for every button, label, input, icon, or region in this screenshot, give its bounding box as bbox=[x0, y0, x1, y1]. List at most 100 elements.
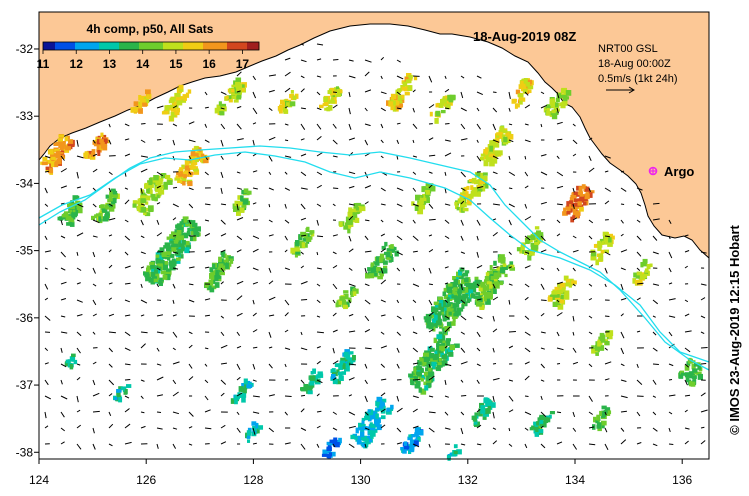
current-arrow bbox=[108, 234, 113, 237]
sst-cell bbox=[120, 386, 125, 390]
sst-cell bbox=[409, 439, 416, 444]
current-arrow bbox=[236, 392, 243, 397]
sst-cell bbox=[471, 187, 478, 193]
current-arrow bbox=[476, 107, 480, 112]
sst-cell bbox=[327, 90, 332, 95]
sst-cell bbox=[318, 373, 324, 378]
argo-marker[interactable] bbox=[648, 166, 658, 176]
sst-cell bbox=[549, 411, 555, 415]
sst-cell bbox=[91, 215, 96, 221]
current-arrow bbox=[92, 313, 97, 317]
sst-cell bbox=[243, 188, 249, 194]
current-arrow bbox=[364, 267, 367, 274]
current-arrow bbox=[524, 155, 527, 160]
current-arrow bbox=[524, 347, 531, 353]
sst-cell bbox=[163, 261, 168, 266]
sst-cell bbox=[578, 206, 584, 212]
current-arrow bbox=[652, 347, 658, 352]
current-arrow bbox=[252, 281, 258, 285]
current-arrow bbox=[236, 138, 244, 141]
sst-cell bbox=[632, 278, 637, 284]
current-arrow bbox=[348, 235, 352, 242]
current-arrow bbox=[172, 203, 179, 208]
current-arrow bbox=[396, 363, 400, 369]
current-arrow bbox=[284, 87, 291, 93]
sst-cell bbox=[109, 191, 114, 197]
sst-cell bbox=[483, 408, 488, 415]
colorbar-cell bbox=[59, 42, 64, 50]
sst-cell bbox=[326, 106, 331, 112]
sst-cell bbox=[40, 161, 44, 165]
current-arrow bbox=[476, 315, 483, 319]
current-arrow bbox=[92, 267, 96, 274]
sst-cell bbox=[692, 368, 698, 373]
sst-cell bbox=[589, 192, 593, 198]
current-arrow bbox=[220, 315, 225, 319]
sst-cell bbox=[174, 110, 180, 116]
current-arrow bbox=[204, 106, 209, 109]
sst-cell bbox=[422, 193, 427, 200]
sst-cell bbox=[389, 254, 393, 259]
sst-cell bbox=[176, 230, 182, 235]
sst-cell bbox=[437, 311, 442, 316]
sst-cell bbox=[208, 279, 214, 286]
sst-cell bbox=[415, 194, 421, 201]
current-arrow bbox=[76, 424, 82, 429]
current-arrow bbox=[540, 249, 547, 253]
sst-cell bbox=[347, 358, 353, 362]
current-arrow bbox=[284, 312, 289, 317]
sst-cell bbox=[441, 355, 448, 360]
sst-cell bbox=[445, 339, 449, 344]
current-arrow bbox=[556, 155, 560, 160]
sst-cell bbox=[432, 359, 438, 363]
sst-cell bbox=[351, 209, 357, 213]
current-arrow bbox=[140, 187, 143, 194]
sst-cell bbox=[376, 266, 382, 272]
current-arrow bbox=[556, 299, 560, 303]
current-arrow bbox=[76, 299, 83, 303]
current-arrow bbox=[508, 299, 511, 305]
sst-cell bbox=[343, 225, 349, 230]
current-arrow bbox=[188, 331, 193, 335]
sst-cell bbox=[289, 101, 296, 107]
current-arrow bbox=[572, 427, 577, 432]
current-arrow bbox=[60, 298, 67, 301]
sst-cell bbox=[480, 405, 486, 411]
sst-cell bbox=[453, 343, 460, 348]
current-arrow bbox=[44, 203, 49, 207]
current-arrow bbox=[92, 410, 100, 413]
colorbar-cell bbox=[179, 42, 184, 50]
current-arrow bbox=[124, 123, 130, 127]
sst-cell bbox=[386, 252, 391, 258]
sst-cell bbox=[460, 203, 464, 209]
current-arrow bbox=[364, 347, 372, 350]
sst-cell bbox=[186, 231, 191, 237]
current-arrow bbox=[188, 219, 192, 225]
sst-cell bbox=[584, 193, 590, 200]
sst-cell bbox=[361, 420, 365, 425]
current-arrow bbox=[380, 91, 387, 95]
sst-cell bbox=[410, 434, 416, 438]
current-arrow bbox=[668, 315, 676, 318]
sst-cell bbox=[160, 189, 165, 195]
sst-cell bbox=[184, 247, 190, 254]
sst-cell bbox=[466, 185, 470, 190]
current-arrow bbox=[604, 251, 611, 256]
current-arrow bbox=[140, 123, 146, 125]
current-arrow bbox=[60, 185, 67, 189]
current-arrow bbox=[428, 75, 433, 83]
current-arrow bbox=[396, 155, 399, 160]
current-arrow bbox=[460, 267, 465, 270]
sst-cell bbox=[309, 231, 313, 235]
current-arrow bbox=[108, 347, 113, 353]
sst-cell bbox=[108, 196, 113, 202]
current-arrow bbox=[364, 59, 372, 63]
sst-cell bbox=[368, 273, 375, 279]
sst-cell bbox=[175, 96, 182, 103]
sst-cell bbox=[193, 231, 200, 237]
sst-cell bbox=[546, 104, 551, 108]
sst-cell bbox=[503, 136, 508, 143]
current-arrow bbox=[300, 153, 307, 157]
current-arrow bbox=[604, 235, 611, 238]
sst-cell bbox=[598, 242, 603, 248]
